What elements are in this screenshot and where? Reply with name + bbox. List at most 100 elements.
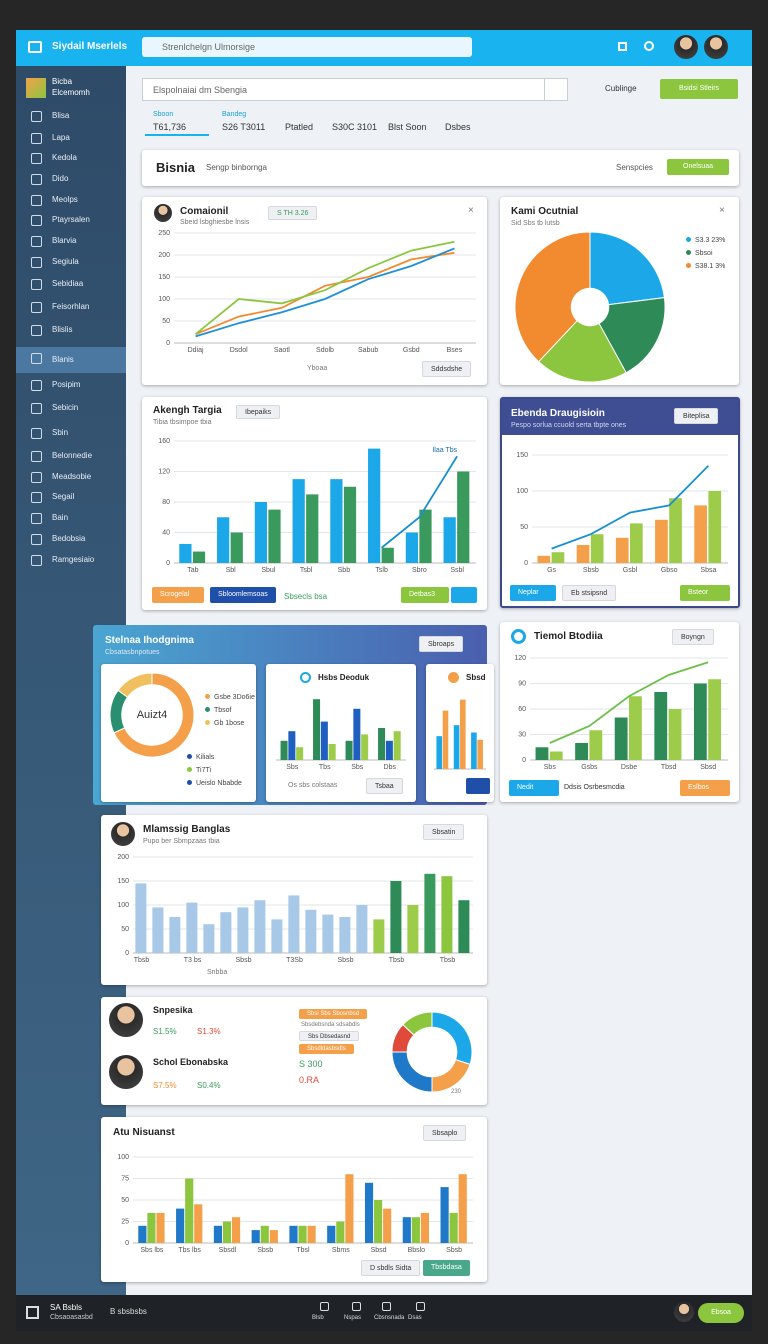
nav-item[interactable]: Bain: [16, 507, 126, 529]
nav-icon[interactable]: [352, 1302, 361, 1311]
nav-icon[interactable]: [320, 1302, 329, 1311]
nav-icon: [31, 133, 42, 144]
panel-button[interactable]: Neplar: [510, 585, 556, 601]
icon[interactable]: [618, 42, 627, 51]
avatar[interactable]: [674, 1302, 694, 1322]
bar: [436, 736, 443, 769]
nav-item[interactable]: Ptayrsalen: [16, 209, 126, 231]
nav-item[interactable]: Sbin: [16, 422, 126, 444]
nav-label: Posipim: [52, 380, 81, 389]
nav-item[interactable]: Bedobsia: [16, 528, 126, 550]
line: [195, 251, 455, 336]
nav-icon: [31, 111, 42, 122]
close[interactable]: ×: [719, 205, 725, 216]
line: [549, 661, 709, 744]
avatar[interactable]: [704, 35, 728, 59]
panel-button[interactable]: Boyngn: [672, 629, 714, 645]
toolbar-button[interactable]: Bsidsi Stleirs: [660, 79, 738, 99]
nav-label[interactable]: Blsb: [312, 1315, 324, 1321]
nav-item[interactable]: Dido: [16, 168, 126, 190]
nav-item[interactable]: Blarvia: [16, 230, 126, 252]
tab[interactable]: T61,736: [153, 122, 187, 132]
x-tick-label: Sdolb: [316, 347, 334, 354]
y-tick-label: 100: [117, 1154, 129, 1161]
tab[interactable]: Blst Soon: [388, 122, 427, 132]
nav-item[interactable]: Blanis: [16, 347, 126, 373]
combo-panel: Ebenda Draugisioin Pespo sorlua ccuold s…: [500, 397, 740, 608]
nav-item[interactable]: Segail: [16, 486, 126, 508]
y-tick-label: 50: [162, 318, 170, 325]
nav-item[interactable]: Ramgesiaio: [16, 549, 126, 571]
panel-button[interactable]: Eslbos: [680, 780, 730, 796]
footer-user: B sbsbsbs: [110, 1307, 147, 1316]
legend-label: Gb 1bose: [214, 720, 245, 727]
nav-item[interactable]: Sebicin: [16, 397, 126, 419]
panel-button[interactable]: Tsbaa: [366, 778, 403, 794]
nav-icon[interactable]: [416, 1302, 425, 1311]
nav-icon: [31, 325, 42, 336]
avatar[interactable]: [674, 35, 698, 59]
profile-stat: S0.4%: [197, 1081, 221, 1090]
profile-name: Schol Ebonabska: [153, 1057, 229, 1067]
panel-button[interactable]: Sbroaps: [419, 636, 464, 652]
bar-chart: 0 50 100 150 200 Tbsb T3 bs Sbsb T3Sb Sbsb Tbsb Tbs…: [117, 854, 473, 964]
bar: [443, 517, 456, 563]
icon[interactable]: [644, 41, 654, 51]
panel-button[interactable]: [451, 587, 477, 603]
header-link[interactable]: Senspcies: [616, 163, 653, 172]
nav-item[interactable]: Blislis: [16, 319, 126, 341]
panel-button[interactable]: Eb stsipsnd: [562, 585, 617, 601]
nav-item[interactable]: Meolps: [16, 189, 126, 211]
panel-button[interactable]: Scrogelal: [152, 587, 204, 603]
panel-subtitle: Cbsatasbnpotues: [105, 649, 160, 656]
nav-icon: [31, 195, 42, 206]
icon: [511, 629, 526, 644]
nav-item[interactable]: Kedola: [16, 147, 126, 169]
badge: S TH 3.26: [268, 206, 318, 220]
nav-item[interactable]: Meadsobie: [16, 466, 126, 488]
bar: [307, 1225, 316, 1243]
panel-button[interactable]: Sddsdshe: [422, 361, 472, 377]
panel-button[interactable]: Sbloomlemsoas: [210, 587, 276, 603]
nav-item[interactable]: Lapa: [16, 127, 126, 149]
nav-item[interactable]: Segiula: [16, 251, 126, 273]
tab[interactable]: S30C 3101: [332, 122, 378, 132]
panel-button[interactable]: Nedit: [509, 780, 559, 796]
pie-slice: [537, 319, 627, 383]
tab[interactable]: Ptatled: [285, 122, 314, 132]
nav-item[interactable]: Feisorhlan: [16, 296, 126, 318]
nav-label[interactable]: Dsas: [408, 1315, 422, 1321]
profile-panel: Snpesika S1.5% S1.3% Schol Ebonabska S7.…: [101, 997, 487, 1105]
bar-card: Sbsd: [426, 664, 494, 802]
panel-button[interactable]: Bsteor: [680, 585, 730, 601]
panel-button[interactable]: Tbsbdasa: [423, 1260, 470, 1276]
header-button[interactable]: Onelsuaa: [667, 159, 729, 175]
nav-label[interactable]: Nspas: [344, 1315, 362, 1321]
panel-button[interactable]: Detbas3: [401, 587, 449, 603]
bar: [152, 907, 164, 953]
panel-button[interactable]: [466, 778, 490, 794]
legend-item: Sbsoi: [686, 250, 713, 257]
panel-button[interactable]: Sbsaplo: [423, 1125, 467, 1141]
filter-search[interactable]: Elspolnaiai dm Sbengia: [142, 78, 568, 101]
panel-button[interactable]: Biteplisa: [674, 408, 719, 424]
close[interactable]: ×: [468, 205, 474, 216]
series-label: Ilaa Tbs: [432, 447, 457, 454]
nav-item[interactable]: Posipim: [16, 374, 126, 396]
nav-icon[interactable]: [382, 1302, 391, 1311]
nav-item[interactable]: Blisa: [16, 105, 126, 127]
footer-button[interactable]: Ebsoa: [698, 1303, 744, 1323]
search-box[interactable]: Strenlchelgn Ulmorsige: [142, 37, 472, 57]
panel-button[interactable]: D sbdls Sidta: [361, 1260, 421, 1276]
avatar: [154, 204, 172, 222]
nav-label[interactable]: Cbsnsnada: [374, 1315, 405, 1321]
search-button[interactable]: [544, 79, 568, 100]
nav-item[interactable]: Sebidiaa: [16, 273, 126, 295]
nav-item[interactable]: Belonnedie: [16, 445, 126, 467]
bar: [419, 509, 432, 563]
y-tick-label: 50: [520, 524, 528, 531]
y-tick-label: 50: [121, 1197, 129, 1204]
tab[interactable]: S26 T3011: [222, 122, 266, 132]
tab[interactable]: Dsbes: [445, 122, 471, 132]
panel-button[interactable]: Sbsatin: [423, 824, 465, 840]
